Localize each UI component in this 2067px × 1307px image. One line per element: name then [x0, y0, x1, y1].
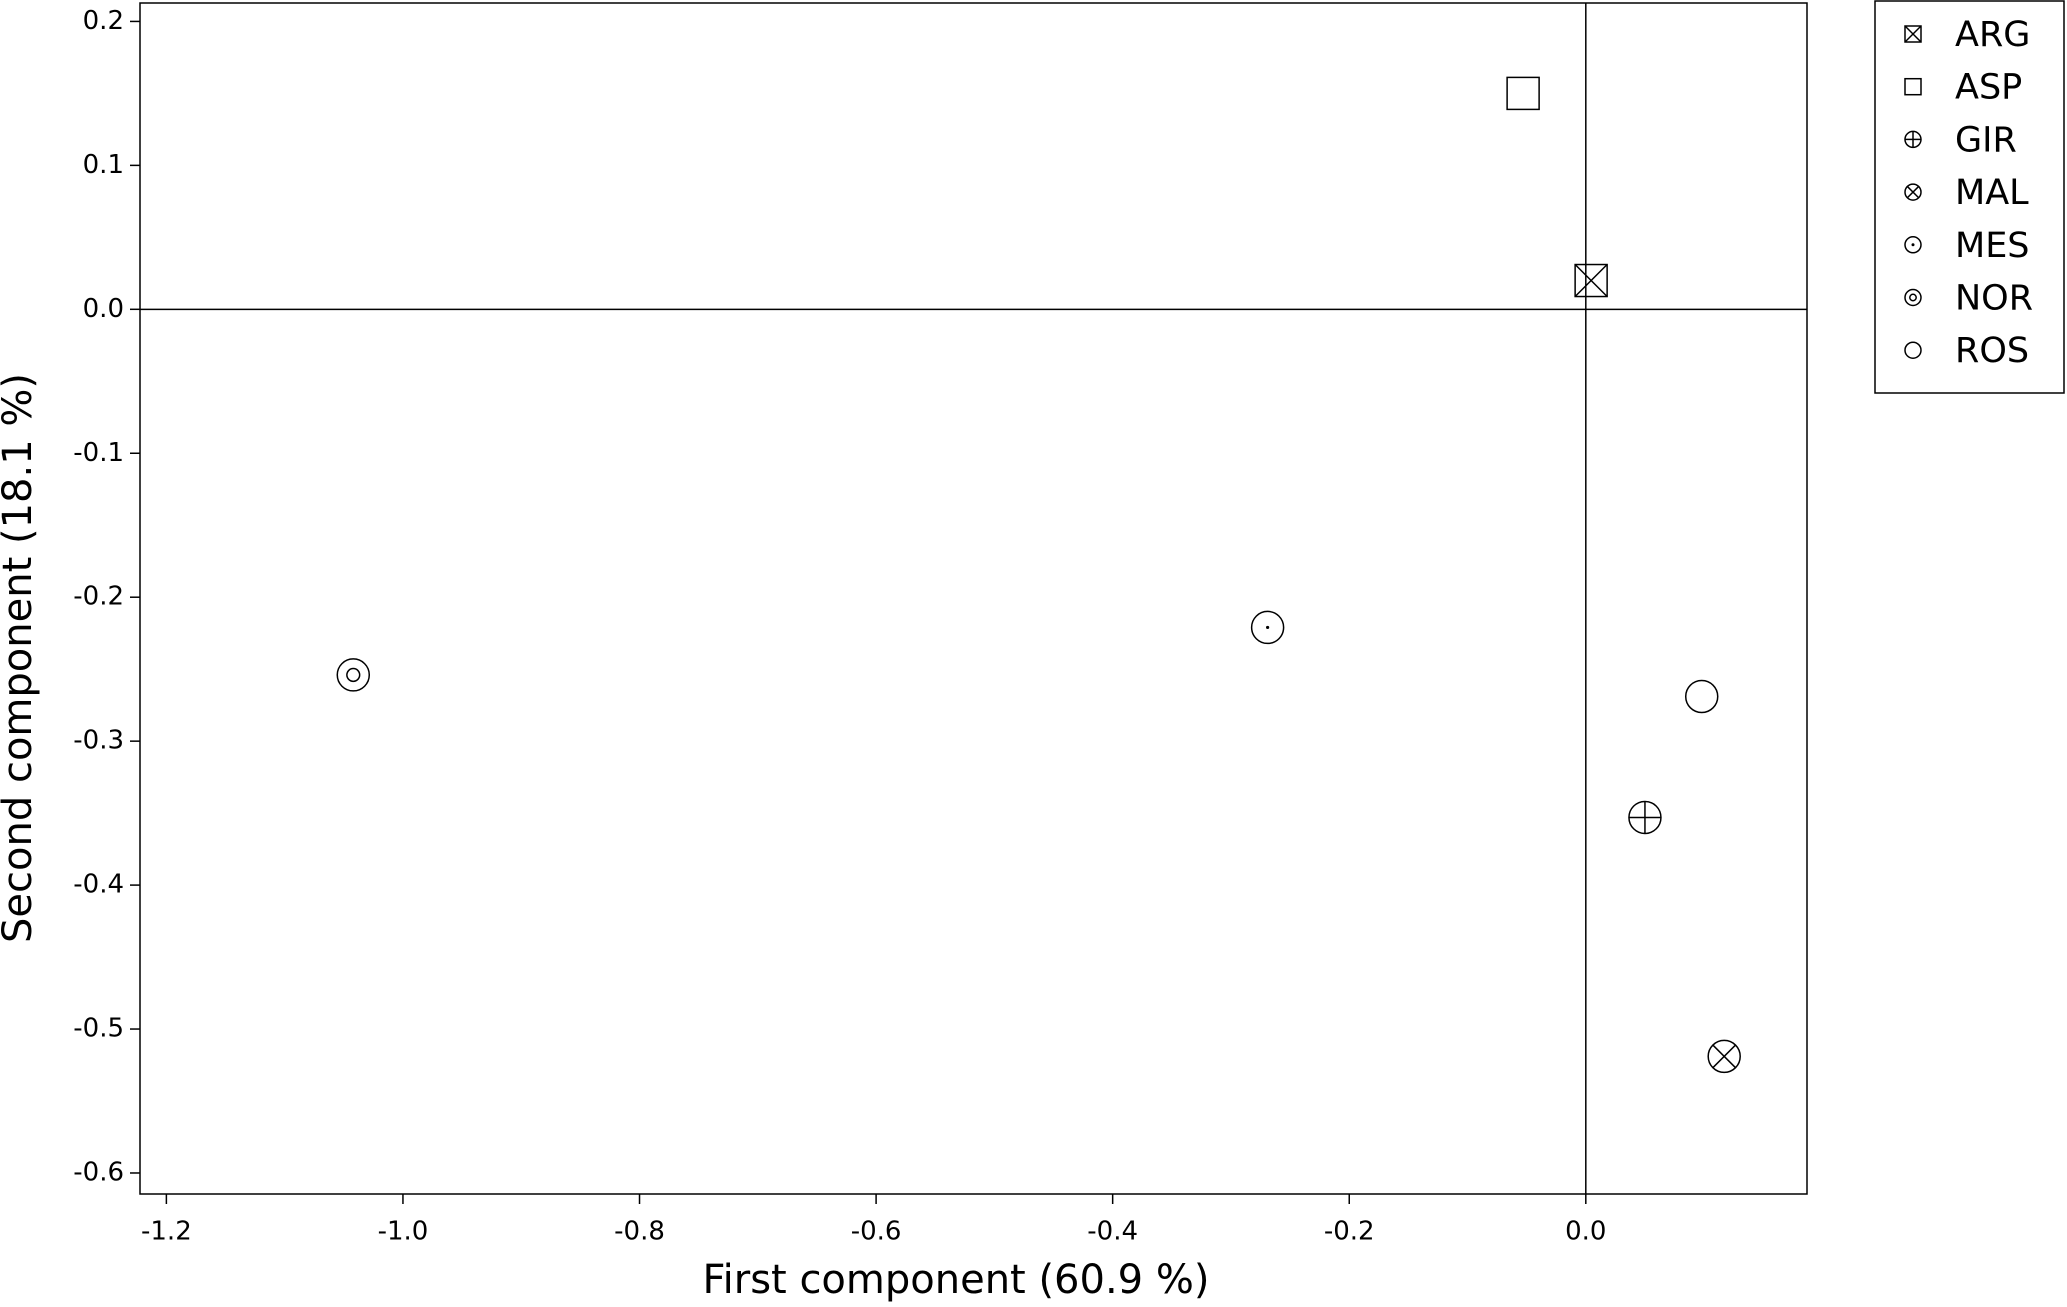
point	[1506, 76, 1540, 111]
marker-part	[1574, 263, 1608, 298]
marker-part	[1906, 185, 1920, 199]
x-tick-label: -0.4	[1087, 1217, 1138, 1247]
y-tick-label: -0.3	[73, 726, 124, 756]
marker-part	[336, 658, 371, 692]
legend-marker	[1904, 236, 1922, 254]
marker-part	[1506, 76, 1540, 111]
marker-part	[1904, 183, 1922, 201]
marker-part	[1904, 236, 1922, 254]
legend-marker	[1904, 77, 1922, 96]
legend-label: ROS	[1955, 331, 2029, 371]
legend-marker	[1904, 25, 1922, 43]
point	[1250, 610, 1285, 645]
y-tick-label: 0.2	[83, 6, 124, 36]
legend-label: ARG	[1955, 15, 2030, 55]
legend-marker	[1904, 183, 1922, 201]
y-axis-title: Second component (18.1 %)	[0, 373, 41, 943]
marker-part	[1904, 341, 1922, 359]
y-tick-label: -0.4	[73, 870, 124, 900]
y-tick-label: -0.2	[73, 582, 124, 612]
plot-frame	[139, 2, 1808, 1195]
legend-label: NOR	[1955, 279, 2033, 319]
x-tick-label: -1.2	[141, 1217, 192, 1247]
marker-part	[1904, 25, 1922, 43]
y-tick-label: -0.5	[73, 1014, 124, 1044]
marker-part	[1250, 610, 1285, 645]
marker-part	[1904, 77, 1922, 96]
x-tick-label: 0.0	[1565, 1217, 1606, 1247]
marker-part	[346, 667, 361, 683]
marker-part	[1684, 679, 1719, 714]
marker-part	[1904, 25, 1922, 43]
marker-part	[1904, 288, 1922, 307]
x-tick-label: -0.6	[851, 1217, 902, 1247]
x-tick-label: -0.2	[1324, 1217, 1375, 1247]
point	[1574, 263, 1608, 298]
legend-box	[1874, 0, 2065, 394]
y-tick-label: -0.1	[73, 438, 124, 468]
legend-label: GIR	[1955, 120, 2017, 160]
marker-part	[1266, 625, 1270, 630]
point	[1684, 679, 1719, 714]
marker-part	[1909, 293, 1917, 302]
y-tick-label: 0.0	[83, 294, 124, 324]
point	[1628, 800, 1662, 835]
x-tick-label: -1.0	[378, 1217, 429, 1247]
marker-part	[1712, 1044, 1737, 1069]
legend-label: ASP	[1955, 68, 2022, 108]
point	[336, 658, 371, 692]
y-tick-label: -0.6	[73, 1157, 124, 1187]
point	[1707, 1039, 1741, 1074]
x-tick-label: -0.8	[614, 1217, 665, 1247]
x-axis-title: First component (60.9 %)	[703, 1257, 1210, 1303]
legend-label: MES	[1955, 226, 2030, 266]
legend-marker	[1904, 288, 1922, 307]
marker-part	[1707, 1039, 1741, 1074]
y-tick-label: 0.1	[83, 150, 124, 180]
legend-label: MAL	[1955, 173, 2029, 213]
marker-part	[1911, 243, 1915, 247]
marker-part	[1574, 263, 1608, 298]
legend-marker	[1904, 130, 1922, 149]
legend-marker	[1904, 341, 1922, 359]
